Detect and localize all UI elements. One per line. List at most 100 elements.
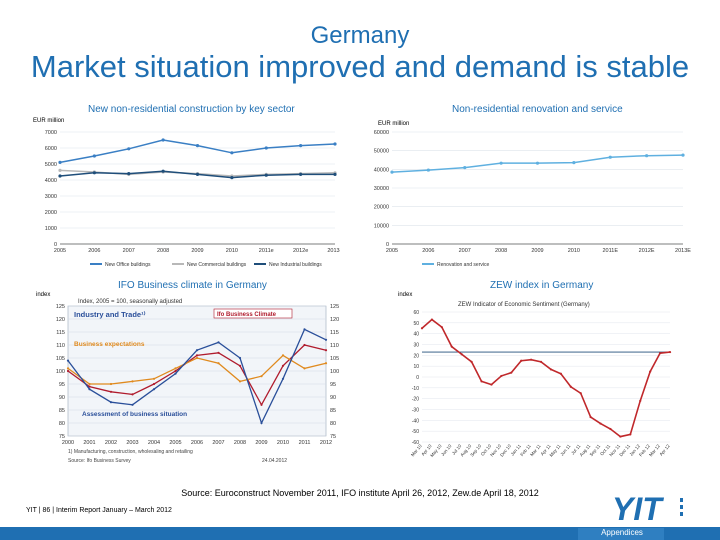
data-point — [109, 401, 113, 404]
x-tick-label: 2008 — [157, 248, 169, 254]
data-point — [281, 377, 285, 380]
legend-label: New Commercial buildings — [187, 262, 247, 268]
x-tick-label: Sep 11 — [589, 443, 602, 457]
series-line — [59, 139, 336, 164]
y-tick-label: -20 — [412, 397, 419, 403]
x-tick-label: 2006 — [88, 248, 100, 254]
data-point — [658, 352, 662, 355]
data-point — [230, 176, 234, 180]
y-right-tick-label: 80 — [330, 421, 336, 427]
data-point — [599, 422, 602, 425]
data-point — [230, 151, 234, 155]
data-point — [195, 354, 199, 357]
ifo-source: Source: Ifo Business Survey — [68, 458, 131, 464]
data-point — [238, 380, 242, 383]
footer-text: YIT | 86 | Interim Report January – Marc… — [26, 507, 172, 514]
legend-label: Assessment of business situation — [82, 411, 187, 418]
y-tick-label: 6000 — [45, 146, 57, 152]
footer-company: YIT — [26, 507, 37, 514]
chart-title-ifo: IFO Business climate in Germany — [118, 280, 267, 291]
data-point — [500, 374, 503, 378]
data-point — [161, 169, 165, 173]
data-point — [131, 393, 134, 396]
x-tick-label: 2008 — [234, 440, 246, 446]
x-tick-label: Jul 10 — [451, 443, 463, 456]
source-note: Source: Euroconstruct November 2011, IFO… — [181, 488, 539, 498]
x-tick-label: 2004 — [148, 440, 160, 446]
data-point — [260, 421, 263, 425]
x-tick-label: 2011 — [299, 440, 311, 446]
data-point — [619, 435, 622, 438]
unit-label-zew: index — [398, 292, 413, 298]
footer-report: Interim Report January – March 2012 — [56, 507, 172, 514]
unit-label-nonres: EUR million — [33, 118, 65, 124]
x-tick-label: 2001 — [83, 440, 95, 446]
data-point — [174, 367, 177, 370]
page-title: Market situation improved and demand is … — [30, 49, 690, 84]
data-point — [303, 328, 306, 331]
y-tick-label: 20 — [413, 353, 419, 359]
data-point — [463, 166, 467, 170]
y-tick-label: 95 — [59, 382, 65, 388]
y-right-tick-label: 90 — [330, 395, 336, 401]
data-point — [152, 388, 156, 391]
x-tick-label: 2006 — [191, 440, 203, 446]
footer-sep: | — [52, 507, 56, 514]
data-point — [324, 349, 328, 352]
chart-title-zew: ZEW index in Germany — [490, 280, 594, 291]
data-point — [260, 403, 263, 406]
data-point — [609, 427, 612, 431]
y-tick-label: 50000 — [374, 149, 389, 155]
data-point — [608, 155, 612, 159]
data-point — [530, 358, 533, 361]
x-tick-label: 2009 — [191, 248, 203, 254]
y-tick-label: 10 — [413, 364, 419, 370]
y-tick-label: 10000 — [374, 223, 389, 229]
data-point — [127, 172, 131, 176]
data-point — [645, 154, 649, 158]
data-point — [520, 359, 523, 362]
data-point — [152, 377, 156, 380]
data-point — [440, 326, 443, 329]
data-point — [324, 362, 328, 365]
y-tick-label: 2000 — [45, 210, 57, 216]
data-point — [58, 160, 62, 164]
bottom-bar — [0, 527, 720, 540]
x-tick-label: 2000 — [62, 440, 74, 446]
x-tick-label: 2009 — [531, 248, 543, 254]
ifo-panel-label: Industry and Trade¹⁾ — [74, 310, 146, 319]
x-tick-label: 2009 — [255, 440, 267, 446]
data-point — [88, 388, 91, 391]
data-point — [333, 172, 337, 176]
data-point — [217, 341, 220, 344]
y-tick-label: 75 — [59, 434, 65, 440]
data-point — [333, 142, 337, 146]
data-point — [649, 370, 652, 373]
data-point — [303, 343, 306, 347]
data-point — [195, 172, 200, 176]
data-point — [303, 367, 306, 370]
y-tick-label: 0 — [386, 242, 389, 248]
x-tick-label: 2008 — [495, 248, 507, 254]
y-right-tick-label: 115 — [330, 330, 339, 336]
data-point — [535, 161, 540, 165]
x-tick-label: Jun 10 — [440, 443, 453, 457]
y-tick-label: 30 — [413, 343, 419, 349]
x-tick-label: Jul 11 — [570, 443, 582, 456]
y-tick-label: 115 — [56, 330, 65, 336]
unit-label-renov: EUR million — [378, 121, 410, 127]
y-right-tick-label: 110 — [330, 343, 339, 349]
x-tick-label: 2010 — [568, 248, 580, 254]
data-point — [152, 382, 156, 386]
x-tick-label: Apr 12 — [658, 443, 671, 457]
y-tick-label: -10 — [412, 386, 419, 392]
footer-page: 86 — [42, 507, 51, 514]
x-tick-label: 2011e — [259, 248, 274, 254]
x-tick-label: 2012 — [320, 440, 332, 446]
y-tick-label: -30 — [412, 408, 419, 414]
appendix-label: Appendices — [601, 528, 643, 537]
y-tick-label: 80 — [59, 421, 65, 427]
data-point — [66, 369, 70, 373]
x-tick-label: 2005 — [169, 440, 181, 446]
legend-label: Ifo Business Climate — [217, 312, 277, 318]
